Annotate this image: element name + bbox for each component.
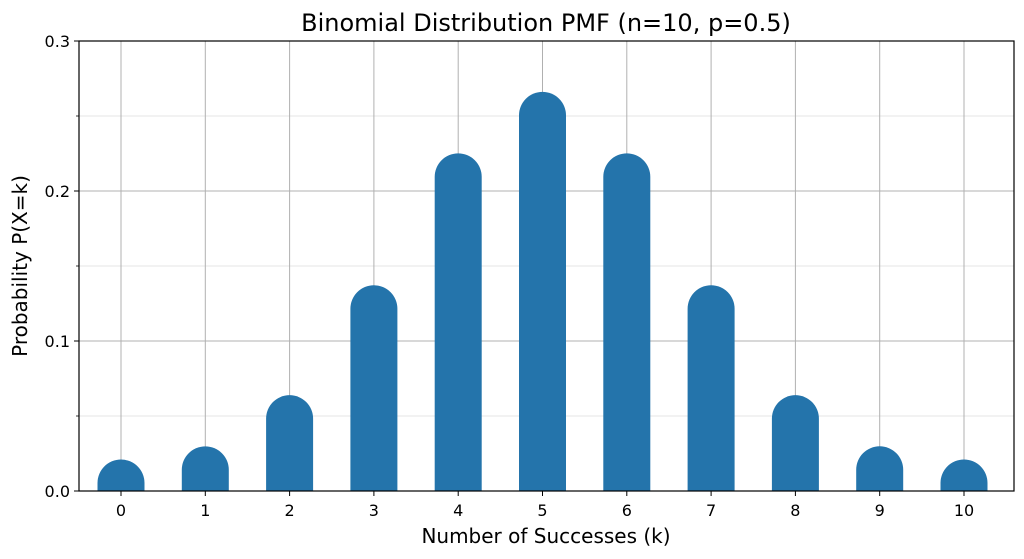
x-tick-label: 2	[285, 501, 295, 520]
x-tick-label: 9	[875, 501, 885, 520]
x-tick-label: 4	[453, 501, 463, 520]
bar-k-2	[266, 395, 314, 491]
y-axis-label: Probability P(X=k)	[8, 175, 32, 357]
x-tick-label: 8	[790, 501, 800, 520]
y-tick-label: 0.3	[45, 32, 70, 51]
bar-k-0	[97, 459, 145, 491]
x-tick-label: 0	[116, 501, 126, 520]
x-axis-ticks: 0 1 2 3 4 5 6 7 8 9 10	[116, 491, 974, 520]
bar-k-10	[940, 459, 988, 491]
y-axis-ticks: 0.0 0.1 0.2 0.3	[45, 32, 79, 501]
x-tick-label: 1	[200, 501, 210, 520]
x-tick-label: 3	[369, 501, 379, 520]
x-tick-label: 5	[537, 501, 547, 520]
chart-title: Binomial Distribution PMF (n=10, p=0.5)	[301, 9, 791, 37]
bar-k-9	[856, 446, 904, 491]
bar-k-3	[350, 285, 398, 491]
x-tick-label: 7	[706, 501, 716, 520]
bar-k-7	[687, 285, 735, 491]
bar-k-1	[181, 446, 229, 491]
bar-k-5	[519, 91, 566, 492]
bars	[97, 91, 988, 492]
x-axis-label: Number of Successes (k)	[421, 524, 670, 548]
y-tick-label: 0.1	[45, 332, 70, 351]
y-tick-label: 0.0	[45, 482, 70, 501]
bar-k-8	[771, 395, 819, 491]
x-tick-label: 6	[622, 501, 632, 520]
bar-k-4	[434, 153, 482, 492]
bar-k-6	[603, 153, 651, 492]
x-tick-label: 10	[954, 501, 974, 520]
y-tick-label: 0.2	[45, 182, 70, 201]
